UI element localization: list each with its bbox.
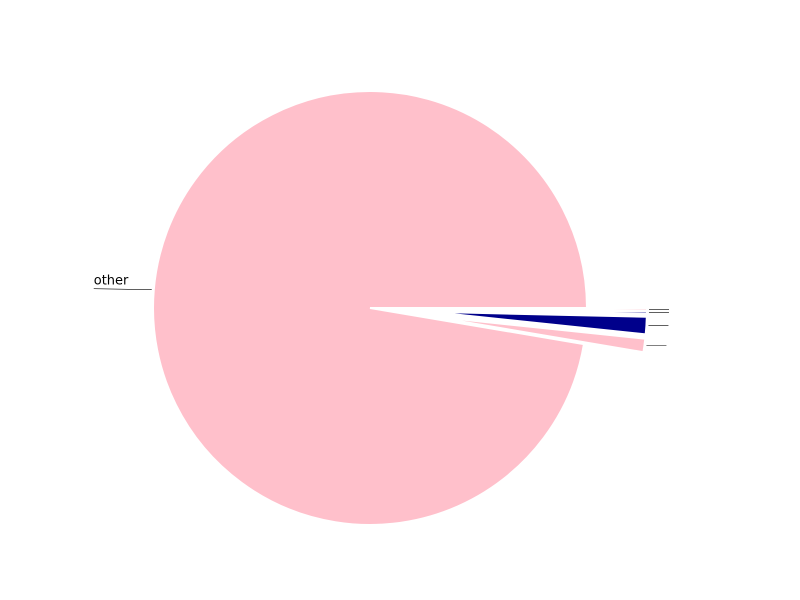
pie-slice-0 [152,89,589,526]
slice-label-0: other [94,274,129,289]
leader-lines [93,288,669,347]
pie-slice-2 [429,310,648,336]
leader-line-0 [93,288,152,291]
slice-labels: other [94,274,129,289]
pie-slices [152,89,648,526]
pie-slice-1 [429,315,647,354]
pie-slice-4 [429,307,648,312]
